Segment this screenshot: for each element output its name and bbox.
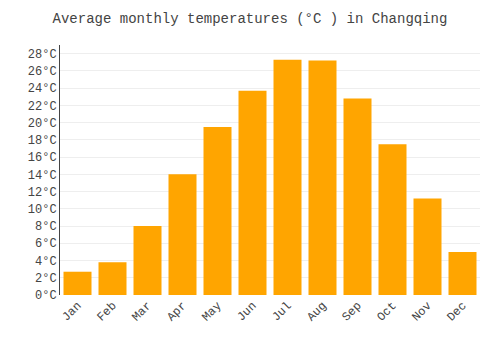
svg-text:Average monthly temperatures (: Average monthly temperatures (°C ) in Ch… bbox=[53, 11, 448, 27]
svg-text:20°C: 20°C bbox=[28, 117, 57, 131]
svg-text:26°C: 26°C bbox=[28, 65, 57, 79]
svg-text:28°C: 28°C bbox=[28, 48, 57, 62]
svg-text:22°C: 22°C bbox=[28, 100, 57, 114]
svg-text:6°C: 6°C bbox=[35, 237, 57, 251]
svg-text:24°C: 24°C bbox=[28, 82, 57, 96]
svg-text:4°C: 4°C bbox=[35, 255, 57, 269]
svg-text:Jul: Jul bbox=[269, 299, 294, 324]
svg-text:16°C: 16°C bbox=[28, 151, 57, 165]
svg-text:8°C: 8°C bbox=[35, 220, 57, 234]
svg-text:2°C: 2°C bbox=[35, 272, 57, 286]
svg-text:14°C: 14°C bbox=[28, 169, 57, 183]
svg-text:0°C: 0°C bbox=[35, 289, 57, 303]
svg-text:Sep: Sep bbox=[339, 299, 364, 324]
svg-text:18°C: 18°C bbox=[28, 134, 57, 148]
svg-text:Oct: Oct bbox=[374, 299, 399, 324]
svg-text:Aug: Aug bbox=[304, 299, 329, 324]
svg-text:Nov: Nov bbox=[409, 299, 434, 324]
svg-text:Apr: Apr bbox=[164, 299, 189, 324]
svg-text:Jun: Jun bbox=[234, 299, 259, 324]
svg-text:Dec: Dec bbox=[444, 299, 469, 324]
svg-text:12°C: 12°C bbox=[28, 186, 57, 200]
svg-text:Feb: Feb bbox=[94, 299, 119, 324]
svg-text:May: May bbox=[199, 299, 224, 324]
svg-text:Jan: Jan bbox=[59, 299, 84, 324]
svg-text:10°C: 10°C bbox=[28, 203, 57, 217]
svg-text:Mar: Mar bbox=[129, 299, 154, 324]
